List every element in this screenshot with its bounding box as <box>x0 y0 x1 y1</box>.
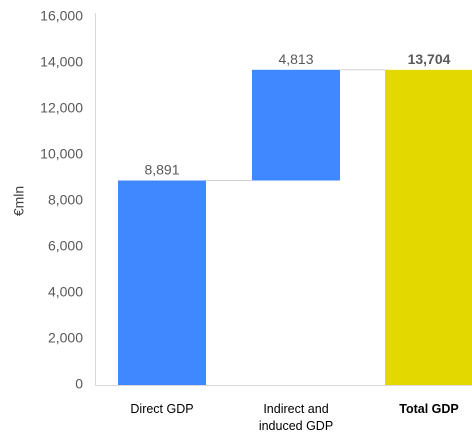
bar-1 <box>252 69 340 181</box>
x-category-label: Total GDP <box>399 402 459 416</box>
y-tick-label: 10,000 <box>40 146 83 162</box>
bars <box>118 69 472 386</box>
y-tick-label: 6,000 <box>48 238 83 254</box>
x-category-label: Indirect and induced GDP <box>259 402 333 433</box>
bar-2 <box>385 69 472 386</box>
y-tick-label: 12,000 <box>40 100 83 116</box>
data-label: 8,891 <box>144 162 179 178</box>
y-tick-label: 0 <box>75 376 83 392</box>
y-tick-label: 16,000 <box>40 8 83 24</box>
x-category-label: Direct GDP <box>130 402 193 416</box>
y-tick-label: 4,000 <box>48 284 83 300</box>
y-tick-label: 8,000 <box>48 192 83 208</box>
connector-lines <box>206 69 385 182</box>
y-axis-ticks: 0 2,000 4,000 6,000 8,000 10,000 12,000 14,000 1… <box>40 8 83 392</box>
data-label: 4,813 <box>278 51 313 67</box>
data-label: 13,704 <box>408 51 451 67</box>
bar-0 <box>118 180 206 385</box>
x-axis-categories: Direct GDP Indirect and induced GDP Total G… <box>130 402 458 433</box>
y-tick-label: 14,000 <box>40 54 83 70</box>
y-axis-label: €mln <box>11 186 27 216</box>
data-labels: 8,891 4,813 13,704 <box>144 51 450 178</box>
y-tick-label: 2,000 <box>48 330 83 346</box>
